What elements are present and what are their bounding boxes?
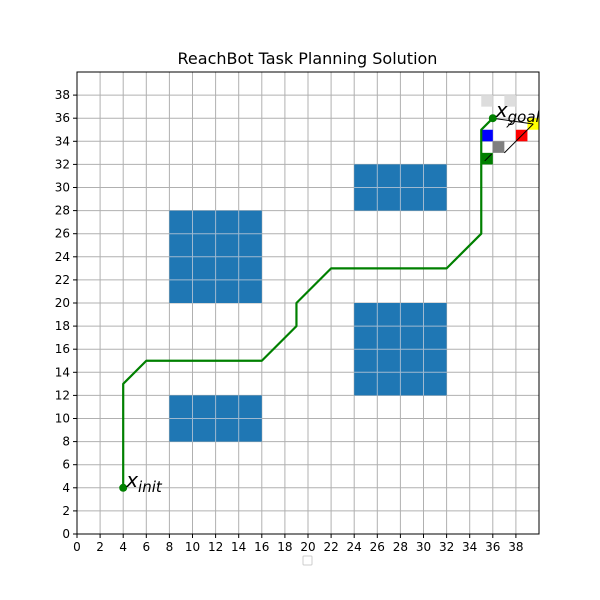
x-tick-label: 8 [166,540,174,554]
y-tick-label: 34 [55,134,70,148]
path-series [122,117,494,488]
x-tick-label: 36 [485,540,500,554]
y-tick-label: 12 [55,388,70,402]
y-tick-label: 38 [55,88,70,102]
goal-cell [492,141,505,153]
x-tick-label: 16 [254,540,269,554]
x-tick-label: 22 [323,540,338,554]
reach-line [492,117,534,125]
x-tick-label: 20 [300,540,315,554]
chart-title: ReachBot Task Planning Solution [178,49,438,68]
y-tick-label: 6 [62,458,70,472]
x-tick-label: 14 [231,540,246,554]
path [122,117,534,488]
reach-line [484,153,492,162]
y-tick-label: 30 [55,181,70,195]
goal-cell [481,95,493,107]
x-tick-label: 10 [185,540,200,554]
x-tick-label: 34 [462,540,477,554]
y-tick-label: 28 [55,204,70,218]
grid-lines [76,71,540,535]
marker-label: xinit [125,468,163,496]
y-tick-label: 24 [55,250,70,264]
axis-ticks: 0 2 4 6 8 10 12 14 16 18 20 22 24 26 28 30 32 34 36 3802468… [55,88,524,554]
x-tick-label: 12 [208,540,223,554]
y-tick-label: 22 [55,273,70,287]
x-tick-label: 4 [119,540,127,554]
x-tick-label: 26 [370,540,385,554]
x-tick-label: 24 [347,540,362,554]
y-tick-label: 20 [55,296,70,310]
y-tick-label: 26 [55,227,70,241]
goal-cell [504,95,516,107]
x-tick-label: 6 [142,540,150,554]
x-tick-label: 18 [277,540,292,554]
goal-cell [481,129,493,142]
x-tick-label: 2 [96,540,104,554]
y-tick-label: 10 [55,412,70,426]
y-tick-label: 8 [62,435,70,449]
empty-legend [302,555,313,566]
y-tick-label: 14 [55,365,70,379]
x-tick-label: 32 [439,540,454,554]
y-tick-label: 2 [62,504,70,518]
x-tick-label: 0 [73,540,81,554]
reach-line [506,121,513,128]
y-tick-label: 32 [55,157,70,171]
y-tick-label: 36 [55,111,70,125]
x-tick-label: 38 [508,540,523,554]
marker-point [119,483,128,492]
marker-point [488,114,497,123]
y-tick-label: 16 [55,342,70,356]
reach-line [503,123,534,154]
obstacles [169,164,447,442]
x-tick-label: 30 [416,540,431,554]
y-tick-label: 4 [62,481,70,495]
markers: xinit xgoal [119,98,541,496]
x-tick-label: 28 [393,540,408,554]
y-tick-label: 18 [55,319,70,333]
marker-label: xgoal [495,98,541,126]
y-tick-label: 0 [62,527,70,541]
